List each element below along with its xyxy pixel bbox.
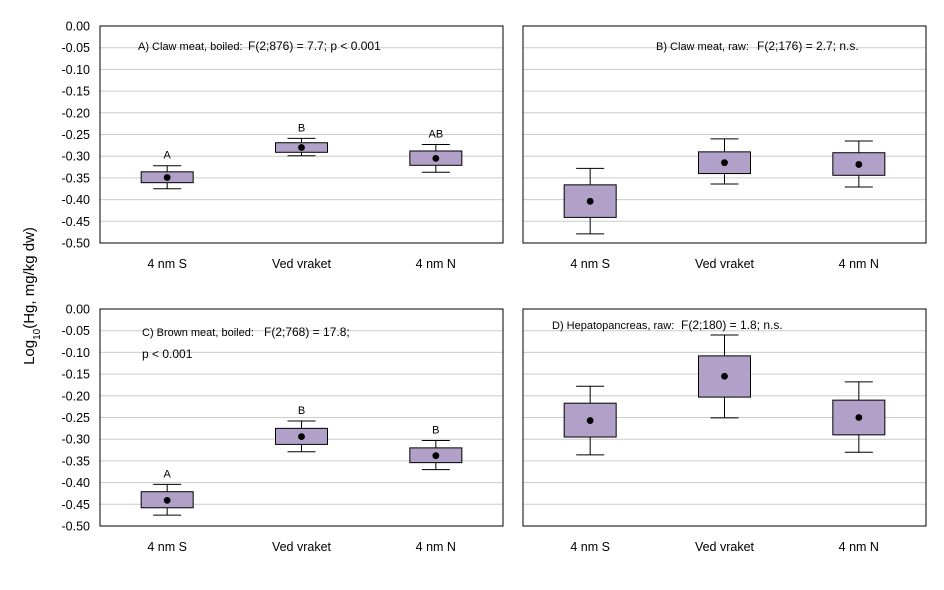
stat-annotation: F(2;176) = 2.7; n.s. xyxy=(757,39,859,53)
panel-title: C) Brown meat, boiled: xyxy=(142,327,254,339)
group-letter: AB xyxy=(428,128,443,140)
panel-a: 0.00 -0.05 -0.10 -0.15 -0.20 -0.25 -0.30 -0.35 -… xyxy=(62,20,504,271)
group-letter: A xyxy=(163,150,171,162)
y-tick-label: 0.00 xyxy=(66,303,90,317)
y-tick-label: -0.10 xyxy=(62,63,91,77)
stat-annotation: p < 0.001 xyxy=(142,347,193,361)
x-tick-label: 4 nm S xyxy=(147,540,187,554)
y-axis-label-subscript: 10 xyxy=(32,328,43,340)
y-tick-label: -0.05 xyxy=(62,41,91,55)
box-4-nm-n: B xyxy=(409,425,463,471)
mean-point xyxy=(586,417,594,424)
y-tick-label: -0.15 xyxy=(62,368,91,382)
y-tick-label: 0.00 xyxy=(66,20,90,34)
x-tick-label: 4 nm N xyxy=(416,540,456,554)
panel-title: B) Claw meat, raw: xyxy=(656,41,749,53)
box-ved-vraket: B xyxy=(275,122,328,157)
y-tick-label: -0.20 xyxy=(62,389,91,403)
stat-annotation: F(2;768) = 17.8; xyxy=(264,325,350,339)
x-tick-label: 4 nm S xyxy=(147,257,187,271)
y-tick-label: -0.15 xyxy=(62,85,91,99)
mean-point xyxy=(586,197,594,205)
mean-point xyxy=(163,496,171,504)
x-tick-label: 4 nm S xyxy=(570,540,610,554)
group-letter: B xyxy=(432,425,439,437)
panel-title: A) Claw meat, boiled: xyxy=(138,41,243,53)
plot-frame xyxy=(522,308,927,527)
y-tick-label: -0.40 xyxy=(62,193,91,207)
panel-b: 4 nm S Ved vraket 4 nm N B) Claw meat, raw:… xyxy=(522,25,927,271)
panel-c: 0.00 -0.05 -0.10 -0.15 -0.20 -0.25 -0.30 -0.35 -… xyxy=(62,303,504,554)
y-tick-label: -0.45 xyxy=(62,498,91,512)
x-tick-label: 4 nm S xyxy=(570,257,610,271)
x-tick-label: Ved vraket xyxy=(695,540,755,554)
y-tick-label: -0.40 xyxy=(62,476,91,490)
group-letter: B xyxy=(298,122,305,134)
stat-annotation: F(2;876) = 7.7; p < 0.001 xyxy=(248,39,381,53)
y-tick-label: -0.25 xyxy=(62,128,91,142)
box-ved-vraket xyxy=(698,334,751,419)
box-4-nm-s xyxy=(563,385,617,456)
mean-point xyxy=(721,159,728,167)
mean-point xyxy=(432,154,440,162)
mean-point xyxy=(432,452,440,460)
y-axis-label-suffix: (Hg, mg/kg dw) xyxy=(21,227,38,329)
plot-frame xyxy=(99,25,504,244)
x-tick-label: 4 nm N xyxy=(839,540,879,554)
box-4-nm-n xyxy=(832,140,886,188)
y-tick-label: -0.05 xyxy=(62,324,91,338)
y-tick-label: -0.25 xyxy=(62,411,91,425)
plot-frame xyxy=(522,25,927,244)
y-tick-label: -0.20 xyxy=(62,106,91,120)
y-axis-label: Log10(Hg, mg/kg dw) xyxy=(21,227,43,365)
x-tick-label: 4 nm N xyxy=(416,257,456,271)
y-tick-label: -0.50 xyxy=(62,520,91,534)
panel-title: D) Hepatopancreas, raw: xyxy=(552,320,674,332)
box-4-nm-n: AB xyxy=(409,128,463,173)
box-ved-vraket: B xyxy=(275,405,328,453)
x-tick-label: Ved vraket xyxy=(695,257,755,271)
box-4-nm-n xyxy=(832,381,886,453)
box-4-nm-s: A xyxy=(140,150,194,190)
y-tick-label: -0.35 xyxy=(62,171,91,185)
panel-d: 4 nm S Ved vraket 4 nm N D) Hepatopancreas,… xyxy=(522,308,927,554)
y-tick-label: -0.30 xyxy=(62,433,91,447)
group-letter: B xyxy=(298,405,305,417)
x-tick-label: Ved vraket xyxy=(272,540,332,554)
y-tick-label: -0.35 xyxy=(62,454,91,468)
x-tick-label: 4 nm N xyxy=(839,257,879,271)
box-ved-vraket xyxy=(698,138,751,185)
plot-frame xyxy=(99,308,504,527)
mean-point xyxy=(855,414,863,421)
stat-annotation: F(2;180) = 1.8; n.s. xyxy=(681,318,783,332)
mean-point xyxy=(163,174,171,181)
mean-point xyxy=(721,372,728,380)
box-4-nm-s xyxy=(563,167,617,235)
x-tick-label: Ved vraket xyxy=(272,257,332,271)
y-tick-label: -0.30 xyxy=(62,150,91,164)
mean-point xyxy=(855,161,863,168)
box-4-nm-s: A xyxy=(140,468,194,516)
mean-point xyxy=(298,433,305,440)
y-tick-label: -0.45 xyxy=(62,215,91,229)
mean-point xyxy=(298,144,305,151)
y-axis-label-prefix: Log xyxy=(21,340,38,365)
y-tick-label: -0.10 xyxy=(62,346,91,360)
group-letter: A xyxy=(163,468,171,480)
y-tick-label: -0.50 xyxy=(62,237,91,251)
